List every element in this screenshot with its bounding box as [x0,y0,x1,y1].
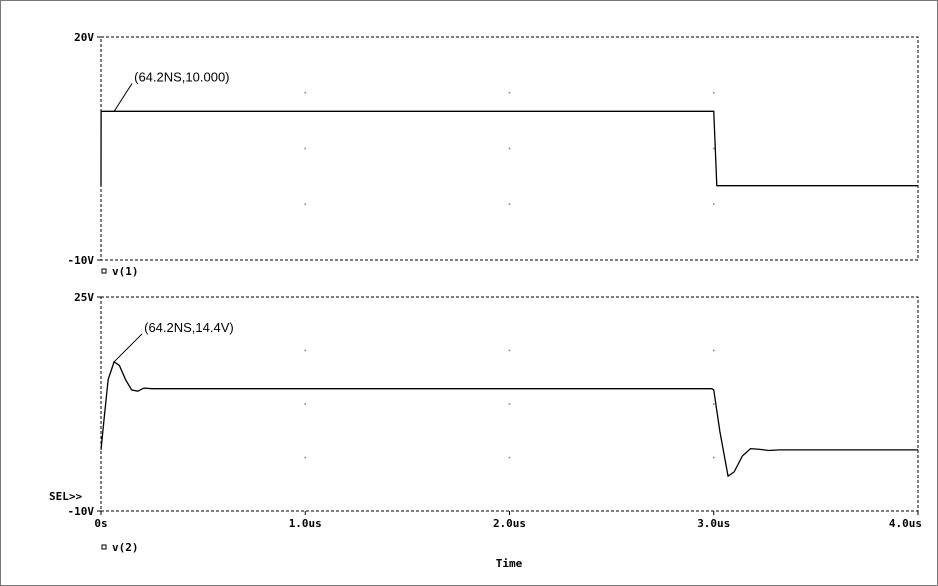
grid-dot [304,403,307,405]
trace-label-text-v2: v(2) [112,541,139,554]
trace-marker-icon [101,544,107,550]
grid-dot [508,147,511,150]
y-tick-label: -10V [68,254,95,267]
x-tick-label: 1.0us [289,517,322,530]
annotation-v1: (64.2NS,10.000) [113,69,230,112]
annotation-leader-v2 [113,333,143,363]
x-tick-label: 3.0us [697,517,730,530]
grid-dot [712,349,715,352]
series-line-v1 [100,110,918,187]
annotation-v2: (64.2NS,14.4V) [113,320,234,363]
y-axis-v2: 25V -10V [68,291,101,518]
trace-label-v2: v(2) [101,541,139,554]
grid-v1 [304,91,715,206]
grid-dot [712,203,715,206]
trace-label-text-v1: v(1) [112,265,139,278]
grid-dot [508,203,511,206]
grid-dot [304,147,307,150]
grid-dot [304,349,307,352]
sel-marker-label: SEL>> [49,490,82,503]
x-tick-label: 0s [94,517,107,530]
grid-v2 [304,349,715,459]
x-axis-time: 0s 1.0us 2.0us 3.0us 4.0us [94,511,922,530]
series-line-v2 [100,360,918,478]
grid-dot [304,91,307,94]
plot-area-v2 [100,296,919,512]
trace-label-v1: v(1) [101,265,139,278]
y-tick-label: 25V [74,291,94,304]
grid-dot [712,91,715,94]
plot-panel-v1: 20V -10V (64.2NS,10.000) v(1) [68,31,919,278]
y-axis-v1: 20V -10V [68,31,101,267]
grid-dot [508,91,511,94]
trace-marker-icon [101,268,107,274]
grid-dot [712,456,715,459]
annotation-label-v2: (64.2NS,14.4V) [144,320,234,335]
y-tick-label: -10V [68,505,95,518]
annotation-label-v1: (64.2NS,10.000) [134,69,229,84]
x-tick-label: 4.0us [889,517,922,530]
grid-dot [508,403,511,405]
plot-panel-v2: 25V -10V 0s 1.0us 2.0us 3.0us 4.0us (64.2NS,1… [49,291,922,570]
y-tick-label: 20V [74,31,94,44]
x-axis-label: Time [496,557,523,570]
grid-dot [304,203,307,206]
annotation-leader-v1 [113,83,133,112]
x-tick-label: 2.0us [493,517,526,530]
grid-dot [712,147,715,150]
grid-dot [508,456,511,459]
grid-dot [712,403,715,405]
grid-dot [508,349,511,352]
grid-dot [304,456,307,459]
